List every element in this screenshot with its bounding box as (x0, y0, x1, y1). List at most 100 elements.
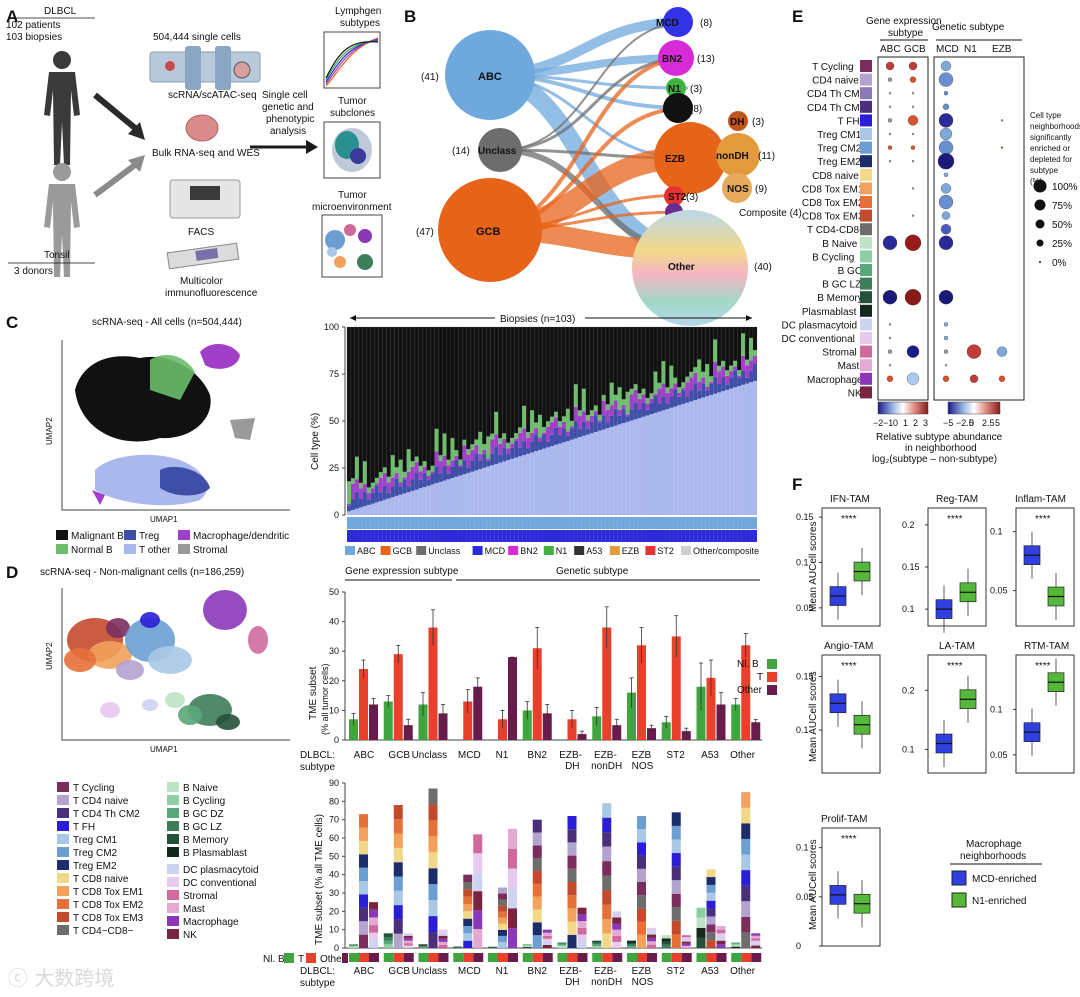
bar-subtype-strip (398, 517, 403, 529)
legend-label: B GC LZ (183, 822, 222, 833)
bar-segment-malignant (637, 326, 642, 394)
bar-segment (434, 483, 439, 515)
tme-stack-seg (349, 945, 358, 947)
bar-segment (546, 447, 551, 515)
bar-segment-malignant (510, 326, 515, 439)
bar-segment (637, 409, 642, 418)
bar-segment (717, 383, 722, 393)
e-scale-tick: −5 (943, 418, 953, 428)
y-tick-label: 70 (329, 815, 339, 825)
legend-label: Treg (139, 531, 159, 542)
arrow-icon (93, 92, 137, 131)
tme-stack-seg (428, 804, 438, 821)
bar-subtype-strip (462, 517, 467, 529)
e-row-swatch (860, 359, 872, 372)
bar-segment (526, 431, 531, 438)
analysis-line-2: genetic and (262, 102, 314, 113)
bar-segment (629, 420, 634, 515)
bar-segment-malignant (382, 326, 387, 468)
bar-segment-malignant (458, 326, 463, 460)
e-size-title: enriched or (1030, 144, 1070, 153)
bar-genetic-strip (366, 530, 371, 542)
tme-stack-seg (637, 855, 646, 869)
person-head (53, 163, 71, 181)
tme-mini-plot (321, 214, 383, 278)
bar-segment (661, 383, 666, 397)
bar-segment (693, 367, 698, 373)
e-row-label: CD8 Tox EM1 (802, 184, 864, 195)
category-label: NOS (632, 977, 654, 988)
tme-stack-seg (567, 882, 577, 896)
legend-swatch (57, 860, 69, 870)
mif-label-2: immunofluorescence (165, 288, 258, 299)
bar-segment-malignant (752, 326, 758, 351)
sankey-label-nondh: nonDH (716, 151, 749, 162)
category-label: BN2 (527, 966, 547, 977)
bar-segment (705, 390, 710, 397)
tme-stack-seg (751, 945, 761, 948)
tme-stack-seg (383, 933, 393, 937)
bar-genetic-strip (573, 530, 578, 542)
bulk-label: Bulk RNA-seq and WES (152, 148, 260, 159)
bar-segment (426, 485, 431, 515)
bar-subtype-strip (454, 517, 459, 529)
bar-segment (410, 461, 415, 467)
bar-segment (414, 472, 419, 490)
bar-subtype-strip (442, 517, 447, 529)
e-dot (943, 172, 949, 177)
bar-subtype-strip (589, 517, 594, 529)
tme-stack-seg (567, 855, 577, 869)
bar-segment (502, 461, 507, 515)
e-dot (998, 375, 1006, 382)
legend-swatch (167, 808, 179, 818)
e-row-swatch (860, 345, 872, 358)
bar-segment (733, 360, 738, 367)
sankey-label-abc: ABC (478, 71, 502, 83)
bar-segment (553, 417, 558, 428)
bar-segment (589, 410, 594, 416)
tme-bar (393, 654, 403, 740)
bar-segment-malignant (681, 326, 686, 383)
bar-segment (490, 439, 495, 454)
analysis-line-3: phenotypic (266, 114, 314, 125)
f-tick: 0.15 (796, 512, 814, 522)
tme-stack-seg (751, 943, 761, 946)
tme-stack-seg (612, 929, 622, 936)
bar-subtype-strip (581, 517, 586, 529)
tme-stack-seg (706, 908, 716, 917)
category-label: EZB- (594, 966, 617, 977)
tme-stack-seg (671, 934, 681, 948)
legend-swatch (508, 546, 519, 555)
bar-segment-malignant (434, 326, 439, 429)
bar-segment (502, 438, 507, 448)
bar-segment (721, 377, 726, 392)
bar-segment (613, 425, 618, 515)
e-row-swatch (860, 318, 872, 331)
legend-label: T CD8 Tox EM2 (73, 900, 144, 911)
tme-stack-seg (731, 945, 741, 947)
e-dot (888, 160, 892, 163)
bar-genetic-strip (733, 530, 738, 542)
tme-bar (508, 657, 517, 740)
bar-segment (697, 390, 702, 399)
tme-stack-seg (602, 890, 612, 905)
e-dot (944, 364, 948, 367)
f-boxplot-rtm-tam (1013, 654, 1075, 774)
tme-stack-seg (498, 917, 507, 924)
legend-label: NK (183, 930, 197, 941)
e-dot (937, 153, 955, 170)
bar-segment-malignant (518, 326, 523, 428)
bar-genetic-strip (446, 530, 451, 542)
umap-all-title: scRNA-seq - All cells (n=504,444) (92, 317, 242, 328)
bar-subtype-strip (430, 517, 435, 529)
bar-segment (617, 409, 622, 416)
bar-genetic-strip (673, 530, 678, 542)
bar-segment (474, 453, 479, 471)
bar-segment-malignant (506, 326, 511, 443)
sankey-count-st2: (3) (686, 192, 698, 203)
bar-segment (705, 396, 710, 515)
tme-stack-seg (463, 874, 473, 882)
bar-segment-malignant (744, 326, 750, 360)
bar-segment (709, 381, 714, 384)
bar-segment (394, 467, 399, 473)
